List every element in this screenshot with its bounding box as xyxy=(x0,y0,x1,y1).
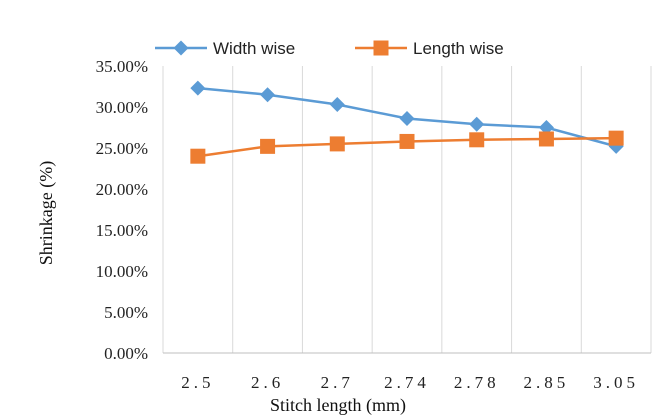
diamond-marker xyxy=(260,87,276,103)
square-marker xyxy=(373,40,389,56)
x-tick-label: 2.5 xyxy=(181,373,214,392)
legend-label: Length wise xyxy=(413,39,504,58)
diamond-marker xyxy=(538,120,554,135)
x-axis-title: Stitch length (mm) xyxy=(270,395,406,416)
diamond-marker xyxy=(190,80,206,96)
square-marker xyxy=(538,131,554,147)
x-tick-label: 3.05 xyxy=(593,373,639,392)
square-marker xyxy=(399,133,415,149)
x-tick-label: 2.74 xyxy=(384,373,430,392)
diamond-marker xyxy=(173,40,189,56)
y-tick-label: 10.00% xyxy=(96,262,148,281)
series-2 xyxy=(190,130,624,164)
x-tick-label: 2.6 xyxy=(251,373,284,392)
square-marker xyxy=(608,130,624,146)
axes: 0.00% 5.00% 10.00% 15.00% 20.00% 25.00% 30.00%… xyxy=(96,57,651,392)
diamond-marker xyxy=(329,97,345,113)
diamond-marker xyxy=(469,116,485,132)
legend-item: Width wise xyxy=(155,39,295,58)
y-axis-title: Shrinkage (%) xyxy=(36,161,57,265)
y-tick-label: 0.00% xyxy=(104,344,148,363)
square-marker xyxy=(260,138,276,154)
y-tick-label: 15.00% xyxy=(96,221,148,240)
diamond-marker xyxy=(399,110,415,126)
y-tick-label: 5.00% xyxy=(104,303,148,322)
legend-label: Width wise xyxy=(213,39,295,58)
x-tick-label: 2.78 xyxy=(454,373,500,392)
legend: Width wise Length wise xyxy=(155,39,504,58)
y-tick-label: 30.00% xyxy=(96,98,148,117)
square-marker xyxy=(329,136,345,152)
y-tick-label: 20.00% xyxy=(96,180,148,199)
square-marker xyxy=(469,132,485,148)
square-marker xyxy=(190,148,206,164)
series-1 xyxy=(190,80,624,154)
x-tick-label: 2.7 xyxy=(321,373,354,392)
y-tick-label: 35.00% xyxy=(96,57,148,76)
y-tick-label: 25.00% xyxy=(96,139,148,158)
legend-item: Length wise xyxy=(355,39,504,58)
grid xyxy=(162,66,652,353)
x-tick-label: 2.85 xyxy=(524,373,570,392)
series-layer xyxy=(190,80,624,164)
